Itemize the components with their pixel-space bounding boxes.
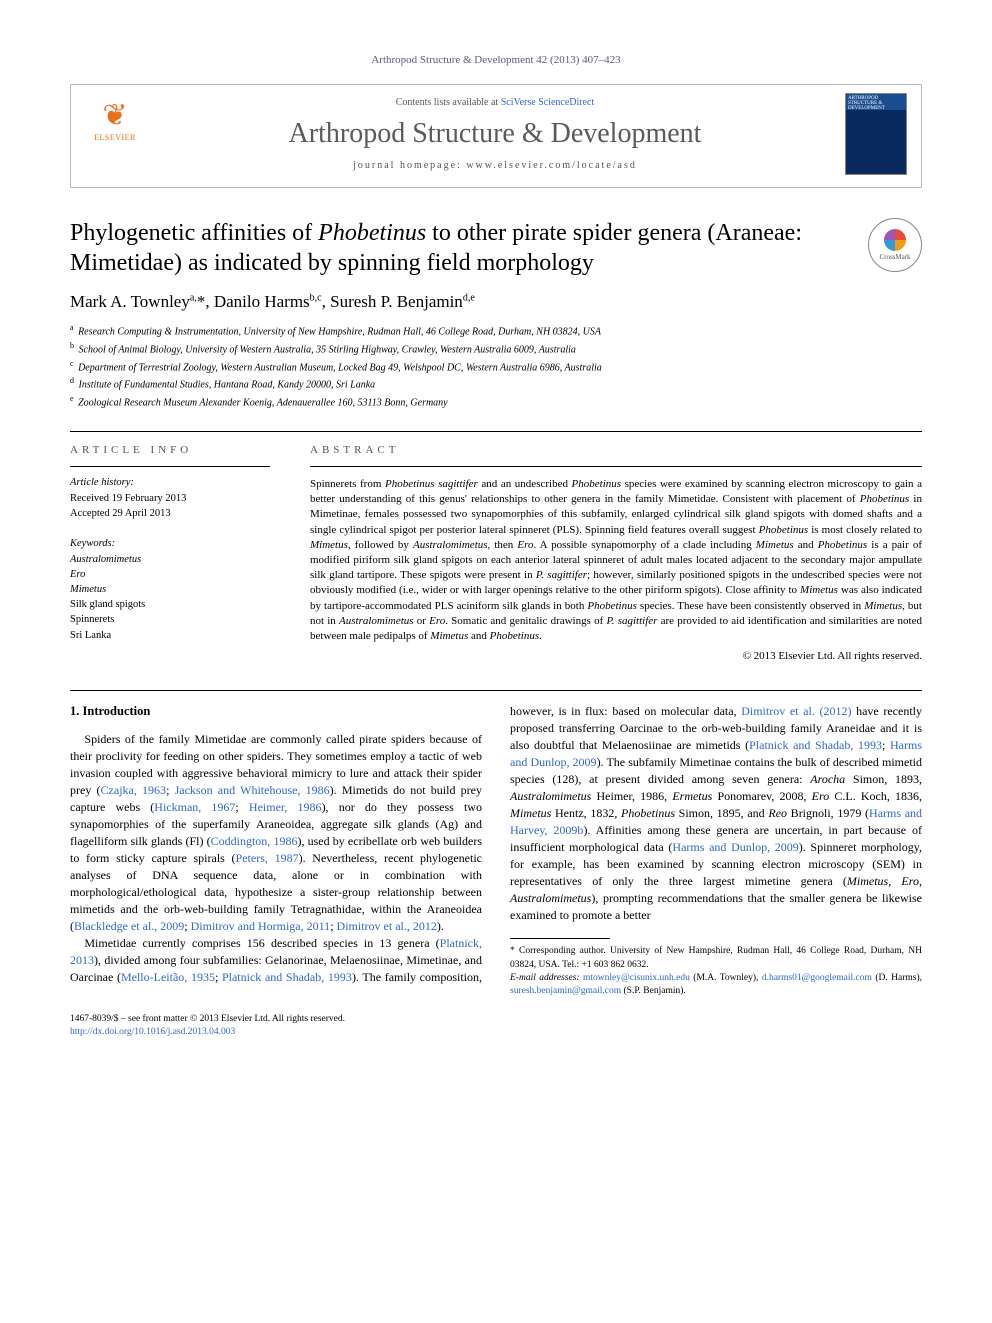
section-1-head: 1. Introduction [70,703,482,721]
title-genus: Phobetinus [318,220,426,246]
crossmark-label: CrossMark [879,253,910,261]
ref-platnick-shadab-1993b[interactable]: Platnick and Shadab, 1993 [749,738,882,752]
history-label: Article history: [70,477,270,488]
keyword: Ero [70,567,270,582]
affiliations: a Research Computing & Instrumentation, … [70,322,922,411]
authors: Mark A. Townleya,*, Danilo Harmsb,c, Sur… [70,292,922,312]
intro-para-1: Spiders of the family Mimetidae are comm… [70,731,482,935]
keyword: Mimetus [70,582,270,597]
rule-bottom [70,690,922,691]
ref-blackledge-2009[interactable]: Blackledge et al., 2009 [74,919,184,933]
email-benjamin[interactable]: suresh.benjamin@gmail.com [510,986,621,996]
keyword: Silk gland spigots [70,597,270,612]
email-label: E-mail addresses: [510,973,583,983]
body-text: 1. Introduction Spiders of the family Mi… [70,703,922,999]
homepage-url: www.elsevier.com/locate/asd [466,160,637,171]
ref-harms-dunlop-2009b[interactable]: Harms and Dunlop, 2009 [672,840,798,854]
ref-dimitrov-hormiga-2011[interactable]: Dimitrov and Hormiga, 2011 [191,919,331,933]
title-pre: Phylogenetic affinities of [70,220,318,246]
journal-header: ❦ ELSEVIER Contents lists available at S… [70,84,922,188]
received-date: Received 19 February 2013 [70,491,270,506]
affiliation: a Research Computing & Instrumentation, … [70,322,922,340]
keyword: Australomimetus [70,552,270,567]
footer: 1467-8039/$ – see front matter © 2013 El… [70,1013,922,1040]
homepage-line: journal homepage: www.elsevier.com/locat… [145,160,845,171]
accepted-date: Accepted 29 April 2013 [70,506,270,521]
ref-platnick-shadab-1993a[interactable]: Platnick and Shadab, 1993 [222,970,352,984]
affiliation: b School of Animal Biology, University o… [70,340,922,358]
elsevier-tree-icon: ❦ [102,101,127,131]
abstract-rule [310,466,922,467]
ref-coddington-1986[interactable]: Coddington, 1986 [211,834,298,848]
journal-cover-thumb: ARTHROPOD STRUCTURE & DEVELOPMENT [845,93,907,175]
running-head: Arthropod Structure & Development 42 (20… [70,54,922,66]
ref-peters-1987[interactable]: Peters, 1987 [236,851,299,865]
keywords-label: Keywords: [70,538,270,549]
info-rule-1 [70,466,270,467]
sciencedirect-link[interactable]: SciVerse ScienceDirect [501,97,595,108]
ref-mello-leitao-1935[interactable]: Mello-Leitão, 1935 [121,970,215,984]
abstract: ABSTRACT Spinnerets from Phobetinus sagi… [310,444,922,662]
abstract-head: ABSTRACT [310,444,922,456]
ref-czajka-1963[interactable]: Czajka, 1963 [101,783,167,797]
homepage-prefix: journal homepage: [353,160,466,171]
article-title: Phylogenetic affinities of Phobetinus to… [70,218,868,278]
ref-jackson-1986[interactable]: Jackson and Whitehouse, 1986 [175,783,330,797]
abstract-text: Spinnerets from Phobetinus sagittifer an… [310,477,922,644]
elsevier-label: ELSEVIER [94,133,136,142]
affiliation: d Institute of Fundamental Studies, Hant… [70,375,922,393]
article-info: ARTICLE INFO Article history: Received 1… [70,444,270,662]
journal-name: Arthropod Structure & Development [145,118,845,150]
ref-heimer-1986[interactable]: Heimer, 1986 [249,800,322,814]
contents-prefix: Contents lists available at [396,97,501,108]
crossmark-badge[interactable]: CrossMark [868,218,922,272]
crossmark-icon [884,229,906,251]
affiliation: c Department of Terrestrial Zoology, Wes… [70,358,922,376]
ref-dimitrov-2012b[interactable]: Dimitrov et al. (2012) [741,704,851,718]
doi-link[interactable]: http://dx.doi.org/10.1016/j.asd.2013.04.… [70,1027,235,1037]
footnote-separator [510,938,610,939]
elsevier-logo: ❦ ELSEVIER [85,101,145,167]
affiliation: e Zoological Research Museum Alexander K… [70,393,922,411]
ref-dimitrov-2012[interactable]: Dimitrov et al., 2012 [337,919,437,933]
email-townley[interactable]: mtownley@cisunix.unh.edu [583,973,690,983]
abstract-copyright: © 2013 Elsevier Ltd. All rights reserved… [310,650,922,662]
contents-line: Contents lists available at SciVerse Sci… [145,97,845,108]
keyword: Sri Lanka [70,628,270,643]
rule-top [70,431,922,432]
ref-hickman-1967[interactable]: Hickman, 1967 [154,800,235,814]
corresponding-author: * Corresponding author. University of Ne… [510,945,922,972]
front-matter-line: 1467-8039/$ – see front matter © 2013 El… [70,1013,922,1026]
footnotes: * Corresponding author. University of Ne… [510,945,922,998]
email-harms[interactable]: d.harms01@googlemail.com [762,973,872,983]
keyword: Spinnerets [70,612,270,627]
article-info-head: ARTICLE INFO [70,444,270,456]
email-addresses: E-mail addresses: mtownley@cisunix.unh.e… [510,972,922,999]
